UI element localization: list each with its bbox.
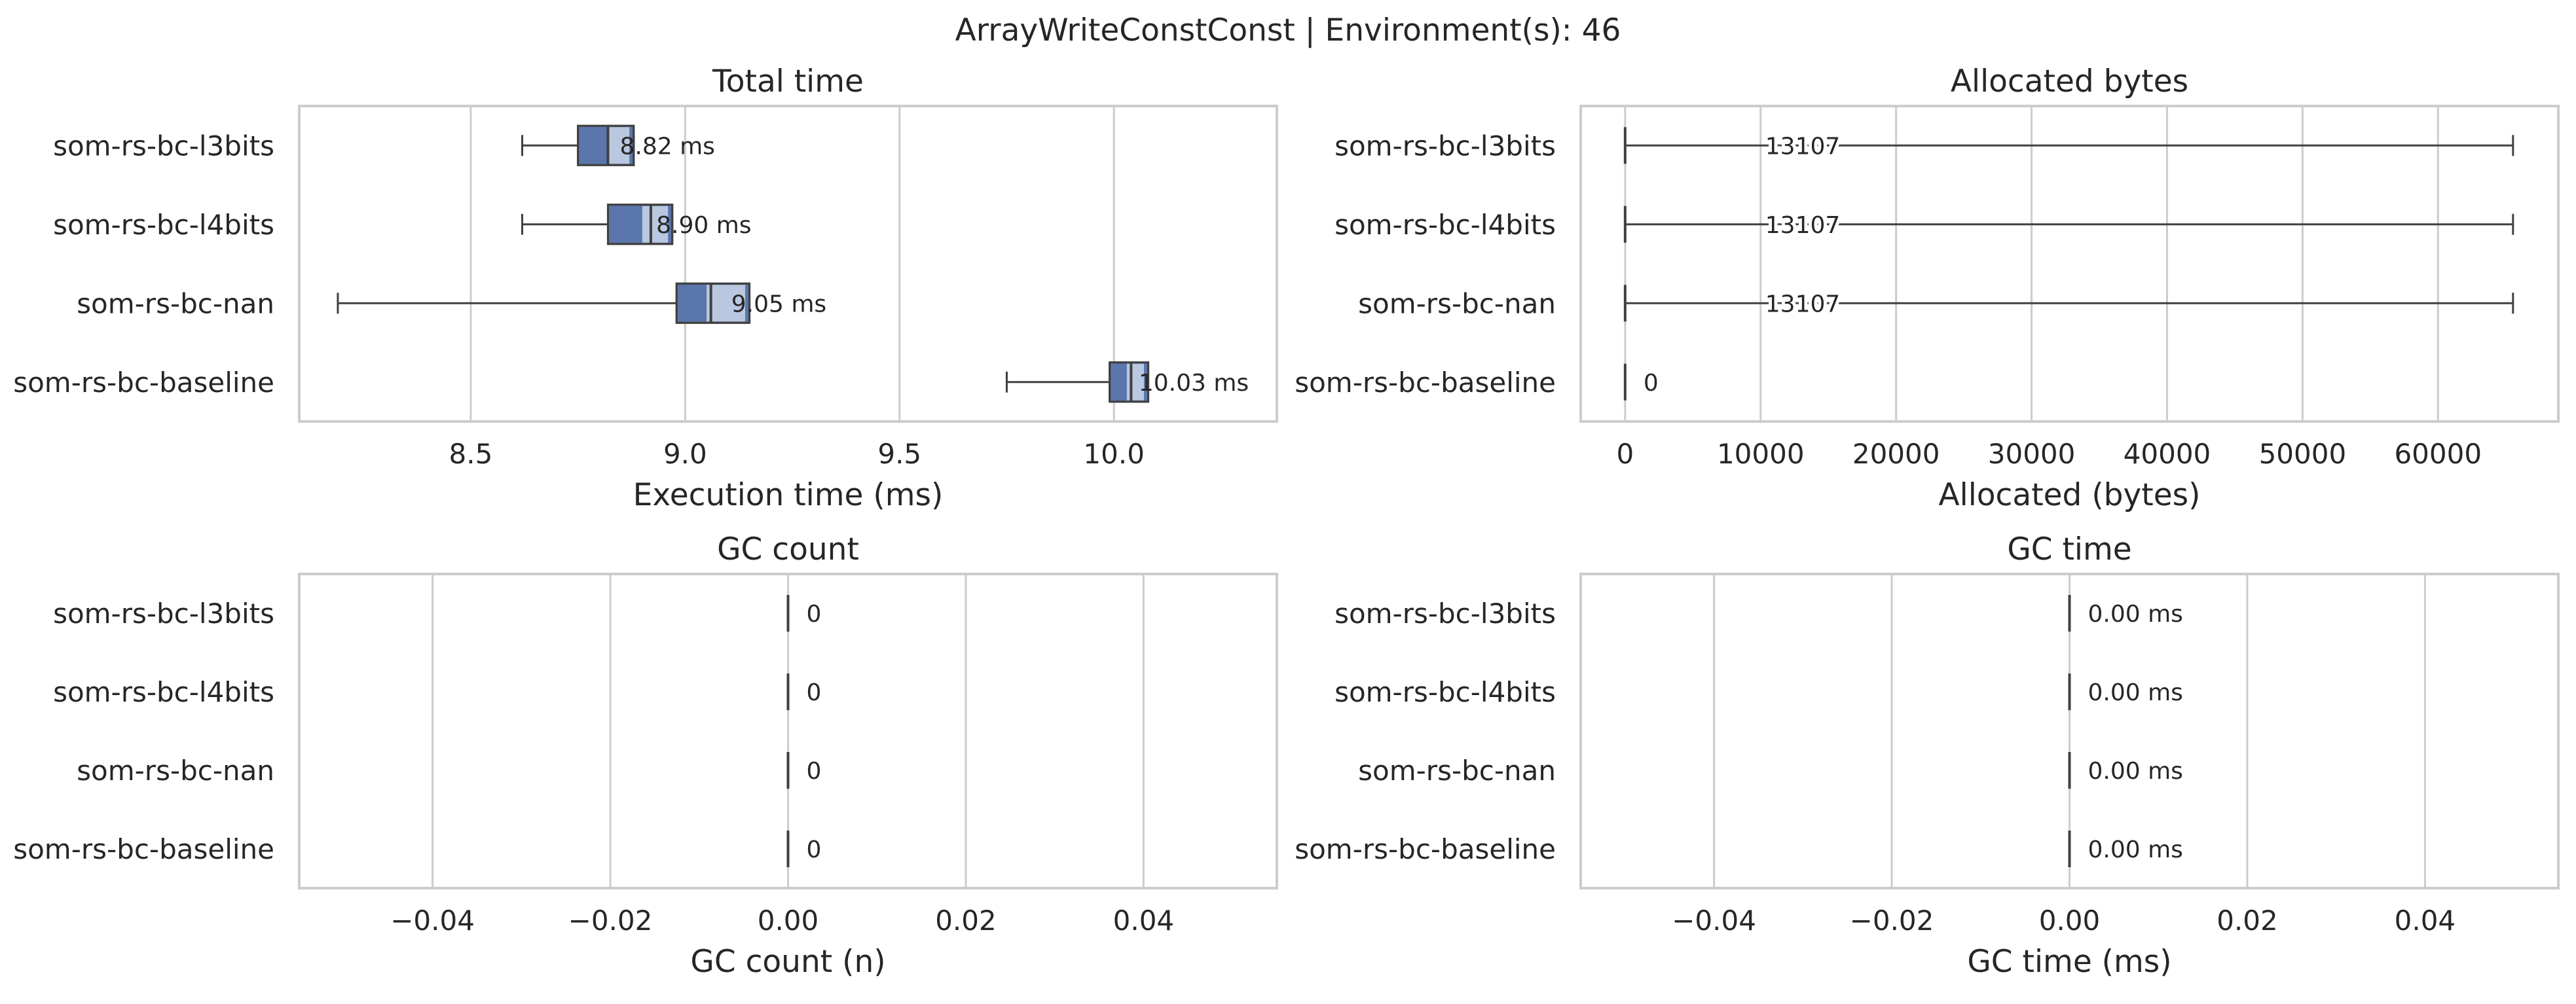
category-label: som-rs-bc-l3bits [53, 130, 274, 162]
box-som-rs-bc-l4bits: 13107 [1623, 206, 2514, 243]
box-som-rs-bc-nan: 13107 [1623, 285, 2514, 322]
x-tick-label: 0.04 [1113, 905, 1175, 937]
category-label: som-rs-bc-l4bits [53, 209, 274, 241]
x-tick-label: 60000 [2394, 438, 2482, 470]
box-som-rs-bc-l3bits: 0 [786, 595, 822, 632]
axes-frame [1579, 573, 2560, 889]
box-som-rs-bc-baseline: 0.00 ms [2068, 831, 2183, 867]
x-tick-label: 9.5 [877, 438, 921, 470]
value-label: 13107 [1765, 133, 1841, 160]
category-label: som-rs-bc-l4bits [1334, 676, 1556, 708]
x-tick-label: 20000 [1852, 438, 1940, 470]
panel-2: 0 0 0 0 som-rs-bc-l3bits som-rs-bc-l4bits som-… [13, 531, 1278, 980]
panel-3: 0.00 ms 0.00 ms 0.00 ms 0.00 ms som-rs-bc-l3… [1295, 531, 2560, 980]
box-som-rs-bc-l4bits: 0.00 ms [2068, 673, 2183, 710]
category-label: som-rs-bc-nan [1358, 755, 1556, 787]
category-label: som-rs-bc-nan [77, 755, 274, 787]
value-label: 0 [807, 601, 822, 628]
x-tick-label: 0.00 [758, 905, 819, 937]
value-label: 0.00 ms [2088, 758, 2183, 785]
axes-frame [1579, 105, 2560, 423]
panel-title: GC count [717, 531, 859, 567]
x-tick-label: 30000 [1988, 438, 2076, 470]
x-tick-label: 0.00 [2039, 905, 2101, 937]
value-label: 0 [807, 758, 822, 785]
x-tick-label: 0.02 [935, 905, 997, 937]
panel-title: Allocated bytes [1951, 63, 2188, 99]
box-som-rs-bc-l3bits: 13107 [1623, 127, 2514, 164]
box-outline [577, 124, 635, 166]
axes-frame [298, 573, 1278, 889]
value-label: 13107 [1765, 291, 1841, 317]
box-outline [606, 204, 674, 245]
x-axis-label: GC count (n) [690, 944, 885, 980]
category-label: som-rs-bc-baseline [13, 833, 274, 865]
confidence-band [1126, 363, 1145, 401]
x-tick-label: 0 [1616, 438, 1634, 470]
x-tick-label: 0.04 [2395, 905, 2456, 937]
box-outline [1109, 361, 1150, 403]
value-label: 0 [807, 679, 822, 706]
category-label: som-rs-bc-baseline [1295, 367, 1556, 399]
x-axis-label: GC time (ms) [1967, 944, 2171, 980]
category-label: som-rs-bc-baseline [1295, 833, 1556, 865]
value-label: 0 [1644, 370, 1659, 397]
category-label: som-rs-bc-l3bits [53, 598, 274, 630]
x-axis-label: Execution time (ms) [633, 477, 944, 513]
x-tick-label: −0.04 [1672, 905, 1756, 937]
box-som-rs-bc-l3bits: 0.00 ms [2068, 595, 2183, 632]
category-label: som-rs-bc-baseline [13, 367, 274, 399]
x-tick-label: 9.0 [663, 438, 707, 470]
panel-1: 13107 13107 13107 0 som-rs-bc-l3bits som-rs-b… [1295, 63, 2560, 513]
box-som-rs-bc-nan: 0.00 ms [2068, 752, 2183, 789]
confidence-band [608, 127, 630, 164]
box-som-rs-bc-nan: 0 [786, 752, 822, 789]
category-label: som-rs-bc-l4bits [53, 676, 274, 708]
confidence-band [707, 285, 746, 322]
category-label: som-rs-bc-l3bits [1334, 130, 1556, 162]
box-som-rs-bc-l4bits: 0 [786, 673, 822, 710]
category-label: som-rs-bc-nan [77, 287, 274, 319]
x-tick-label: 40000 [2124, 438, 2211, 470]
category-label: som-rs-bc-nan [1358, 287, 1556, 319]
value-label: 0 [807, 836, 822, 863]
value-label: 0.00 ms [2088, 836, 2183, 863]
category-label: som-rs-bc-l4bits [1334, 209, 1556, 241]
confidence-band [642, 206, 669, 243]
x-tick-label: −0.04 [390, 905, 475, 937]
box-som-rs-bc-baseline: 0 [786, 831, 822, 867]
x-axis-label: Allocated (bytes) [1939, 477, 2201, 513]
x-tick-label: 10.0 [1083, 438, 1145, 470]
box-som-rs-bc-baseline: 0 [1623, 363, 1659, 401]
x-tick-label: 0.02 [2217, 905, 2278, 937]
value-label: 13107 [1765, 212, 1841, 239]
value-label: 8.82 ms [619, 133, 714, 160]
box-som-rs-bc-baseline: 10.03 ms [1005, 361, 1249, 403]
x-tick-label: 8.5 [449, 438, 493, 470]
x-tick-label: −0.02 [568, 905, 653, 937]
panel-title: Total time [712, 63, 864, 99]
value-label: 8.90 ms [656, 212, 751, 239]
axes-frame [298, 105, 1278, 423]
value-label: 0.00 ms [2088, 679, 2183, 706]
box-som-rs-bc-l4bits: 8.90 ms [521, 204, 752, 245]
x-tick-label: −0.02 [1850, 905, 1934, 937]
box-som-rs-bc-l3bits: 8.82 ms [521, 124, 715, 166]
chart-panels: 8.82 ms 8.90 ms 9.05 ms 10.03 ms som-rs-bc-l… [13, 63, 2560, 980]
box-outline [675, 282, 751, 324]
value-label: 10.03 ms [1139, 370, 1249, 397]
x-tick-label: 10000 [1717, 438, 1805, 470]
category-label: som-rs-bc-l3bits [1334, 598, 1556, 630]
figure-title: ArrayWriteConstConst | Environment(s): 4… [955, 12, 1621, 48]
x-tick-label: 50000 [2259, 438, 2347, 470]
value-label: 0.00 ms [2088, 601, 2183, 628]
panel-0: 8.82 ms 8.90 ms 9.05 ms 10.03 ms som-rs-bc-l… [13, 63, 1278, 513]
box-som-rs-bc-nan: 9.05 ms [337, 282, 826, 324]
panel-title: GC time [2007, 531, 2131, 567]
value-label: 9.05 ms [731, 291, 826, 317]
